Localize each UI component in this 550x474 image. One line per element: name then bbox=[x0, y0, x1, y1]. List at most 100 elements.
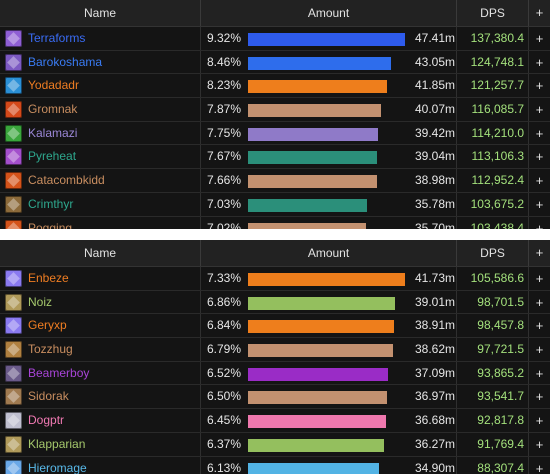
damage-total: 38.91m bbox=[414, 318, 455, 333]
table-row[interactable]: Gromnak 7.87% 40.07m 116,085.7 + bbox=[0, 98, 550, 122]
damage-bar-track bbox=[248, 415, 405, 429]
add-button[interactable]: + bbox=[535, 460, 544, 474]
damage-total: 41.85m bbox=[414, 78, 455, 93]
damage-bar-track bbox=[248, 80, 405, 94]
class-spec-icon bbox=[5, 317, 22, 335]
table-row[interactable]: Crimthyr 7.03% 35.78m 103,675.2 + bbox=[0, 192, 550, 217]
dps-column-header[interactable]: DPS bbox=[457, 0, 529, 26]
damage-percent: 7.67% bbox=[206, 149, 241, 164]
player-name[interactable]: Terraforms bbox=[28, 31, 86, 45]
dps-column-header[interactable]: DPS bbox=[457, 240, 529, 266]
table-row[interactable]: Noiz 6.86% 39.01m 98,701.5 + bbox=[0, 290, 550, 315]
damage-bar bbox=[248, 104, 381, 118]
amount-cell: 7.33% 41.73m bbox=[201, 267, 457, 290]
player-name[interactable]: Klapparian bbox=[28, 436, 86, 451]
player-name[interactable]: Dogptr bbox=[28, 413, 65, 428]
player-name[interactable]: Kalamazi bbox=[28, 125, 78, 140]
add-button[interactable]: + bbox=[535, 78, 544, 94]
table-row[interactable]: Kalamazi 7.75% 39.42m 114,210.0 + bbox=[0, 121, 550, 146]
class-spec-icon bbox=[5, 459, 22, 474]
table-row[interactable]: Catacombkidd 7.66% 38.98m 112,952.4 + bbox=[0, 169, 550, 193]
table-row[interactable]: Sidorak 6.50% 36.97m 93,541.7 + bbox=[0, 385, 550, 410]
table-row[interactable]: Geryxp 6.84% 38.91m 98,457.8 + bbox=[0, 314, 550, 339]
name-cell: Dogptr bbox=[0, 409, 201, 432]
player-name[interactable]: Barokoshama bbox=[28, 54, 103, 69]
class-spec-icon bbox=[5, 53, 22, 71]
name-cell: Hieromage bbox=[0, 456, 201, 474]
damage-percent: 7.87% bbox=[206, 102, 241, 117]
name-cell: Kalamazi bbox=[0, 121, 201, 145]
damage-total: 36.68m bbox=[414, 413, 455, 428]
player-name[interactable]: Geryxp bbox=[28, 318, 67, 333]
dps-value: 113,106.3 bbox=[457, 145, 529, 169]
name-cell: Barokoshama bbox=[0, 50, 201, 74]
add-button[interactable]: + bbox=[535, 149, 544, 165]
add-button[interactable]: + bbox=[535, 102, 544, 118]
damage-total: 40.07m bbox=[414, 102, 455, 117]
add-column-button[interactable]: + bbox=[535, 245, 544, 260]
add-button[interactable]: + bbox=[535, 220, 544, 230]
add-button[interactable]: + bbox=[535, 31, 544, 46]
damage-bar bbox=[248, 127, 379, 141]
damage-total: 38.98m bbox=[414, 173, 455, 188]
table-row[interactable]: Beamerboy 6.52% 37.09m 93,865.2 + bbox=[0, 361, 550, 386]
damage-bar bbox=[248, 344, 394, 358]
dps-value: 137,380.4 bbox=[457, 27, 529, 50]
table-row[interactable]: Tozzhug 6.79% 38.62m 97,721.5 + bbox=[0, 338, 550, 362]
class-spec-icon bbox=[5, 388, 22, 406]
table-row[interactable]: Yodadadr 8.23% 41.85m 121,257.7 + bbox=[0, 74, 550, 99]
add-button[interactable]: + bbox=[535, 436, 544, 452]
player-name[interactable]: Beamerboy bbox=[28, 365, 90, 380]
damage-bar-track bbox=[248, 296, 405, 310]
player-name[interactable]: Crimthyr bbox=[28, 196, 74, 211]
table-row[interactable]: Barokoshama 8.46% 43.05m 124,748.1 + bbox=[0, 50, 550, 75]
damage-bar-track bbox=[248, 344, 405, 358]
add-button[interactable]: + bbox=[535, 294, 544, 310]
amount-cell: 7.75% 39.42m bbox=[201, 121, 457, 145]
add-button[interactable]: + bbox=[535, 318, 544, 334]
player-name[interactable]: Enbeze bbox=[28, 271, 69, 285]
add-button[interactable]: + bbox=[535, 389, 544, 405]
damage-bar bbox=[248, 296, 395, 310]
add-button[interactable]: + bbox=[535, 173, 544, 189]
player-name[interactable]: Noiz bbox=[28, 294, 53, 309]
add-column-button[interactable]: + bbox=[535, 5, 544, 20]
damage-percent: 6.37% bbox=[206, 436, 241, 451]
add-button[interactable]: + bbox=[535, 365, 544, 381]
player-name[interactable]: Pyreheat bbox=[28, 149, 77, 164]
add-button[interactable]: + bbox=[535, 54, 544, 70]
player-name[interactable]: Catacombkidd bbox=[28, 173, 105, 188]
name-cell: Crimthyr bbox=[0, 192, 201, 216]
damage-percent: 8.46% bbox=[206, 54, 241, 69]
table-row[interactable]: Hieromage 6.13% 34.90m 88,307.4 + bbox=[0, 456, 550, 474]
damage-bar bbox=[248, 438, 385, 452]
table-row[interactable]: Terraforms 9.32% 47.41m 137,380.4 + bbox=[0, 27, 550, 51]
add-button[interactable]: + bbox=[535, 271, 544, 286]
add-button[interactable]: + bbox=[535, 342, 544, 358]
damage-percent: 6.86% bbox=[206, 294, 241, 309]
player-name[interactable]: Hieromage bbox=[28, 460, 87, 474]
table-row[interactable]: Enbeze 7.33% 41.73m 105,586.6 + bbox=[0, 267, 550, 291]
amount-column-header[interactable]: Amount bbox=[201, 240, 457, 266]
player-name[interactable]: Gromnak bbox=[28, 102, 78, 117]
table-row[interactable]: Pogging 7.02% 35.70m 103,438.4 + bbox=[0, 216, 550, 230]
add-button[interactable]: + bbox=[535, 125, 544, 141]
name-cell: Enbeze bbox=[0, 267, 201, 290]
damage-bar bbox=[248, 56, 391, 70]
player-name[interactable]: Tozzhug bbox=[28, 342, 73, 357]
player-name[interactable]: Yodadadr bbox=[28, 78, 79, 93]
damage-bar bbox=[248, 80, 387, 94]
class-spec-icon bbox=[5, 293, 22, 311]
table-row[interactable]: Dogptr 6.45% 36.68m 92,817.8 + bbox=[0, 409, 550, 433]
name-column-header[interactable]: Name bbox=[0, 0, 201, 26]
damage-bar bbox=[248, 462, 380, 474]
table-row[interactable]: Klapparian 6.37% 36.27m 91,769.4 + bbox=[0, 432, 550, 457]
name-cell: Sidorak bbox=[0, 385, 201, 409]
table-row[interactable]: Pyreheat 7.67% 39.04m 113,106.3 + bbox=[0, 145, 550, 170]
add-button[interactable]: + bbox=[535, 196, 544, 212]
player-name[interactable]: Pogging bbox=[28, 220, 73, 230]
add-button[interactable]: + bbox=[535, 413, 544, 429]
name-column-header[interactable]: Name bbox=[0, 240, 201, 266]
amount-column-header[interactable]: Amount bbox=[201, 0, 457, 26]
player-name[interactable]: Sidorak bbox=[28, 389, 69, 404]
